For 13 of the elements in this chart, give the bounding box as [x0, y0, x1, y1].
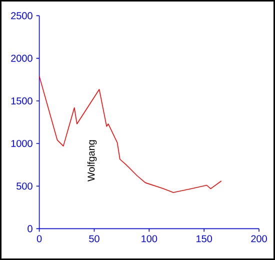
- x-tick-label: 200: [251, 235, 267, 242]
- y-tick-label: 1500: [11, 97, 32, 104]
- x-tick-label: 150: [196, 235, 212, 242]
- y-tick-label: 0: [28, 225, 32, 232]
- annotation: Wolfgang: [87, 140, 97, 182]
- x-tick-label: 50: [89, 235, 100, 242]
- y-tick-label: 1000: [11, 140, 32, 148]
- y-tick-label: 2500: [11, 12, 32, 20]
- x-tick-label: 0: [36, 235, 42, 242]
- x-tick-label: 100: [142, 235, 158, 242]
- line-series: [38, 76, 222, 193]
- y-tick-label: 2000: [11, 54, 32, 62]
- y-tick-label: 500: [16, 182, 32, 190]
